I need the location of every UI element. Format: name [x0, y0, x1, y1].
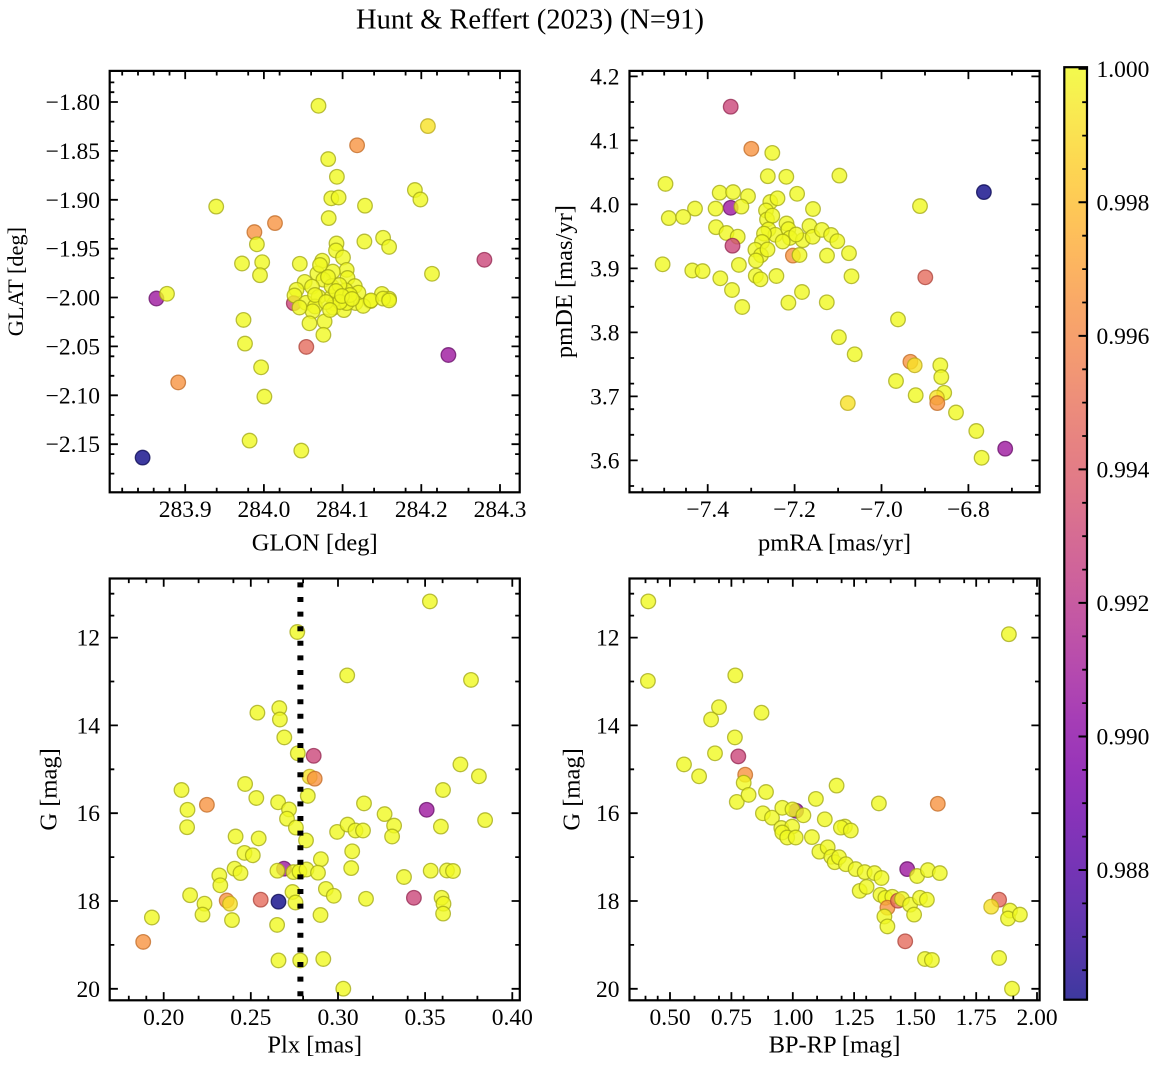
svg-text:Hunt & Reffert (2023) (N=91): Hunt & Reffert (2023) (N=91)	[356, 5, 704, 36]
svg-text:1.50: 1.50	[895, 1005, 936, 1031]
svg-text:pmDE [mas/yr]: pmDE [mas/yr]	[551, 205, 578, 358]
svg-text:G [mag]: G [mag]	[36, 748, 63, 830]
svg-text:18: 18	[596, 889, 620, 915]
svg-text:−7.0: −7.0	[860, 497, 903, 523]
svg-text:3.9: 3.9	[590, 256, 619, 282]
svg-text:284.0: 284.0	[237, 497, 290, 523]
svg-text:18: 18	[77, 889, 101, 915]
svg-text:4.2: 4.2	[590, 64, 619, 90]
svg-text:−2.05: −2.05	[46, 334, 100, 360]
svg-text:3.8: 3.8	[590, 320, 619, 346]
svg-text:0.988: 0.988	[1097, 858, 1150, 884]
svg-text:1.00: 1.00	[772, 1005, 813, 1031]
svg-text:−1.80: −1.80	[46, 90, 100, 116]
svg-text:283.9: 283.9	[159, 497, 212, 523]
svg-text:284.2: 284.2	[395, 497, 448, 523]
svg-text:1.75: 1.75	[956, 1005, 997, 1031]
svg-text:−1.95: −1.95	[46, 237, 100, 263]
svg-text:12: 12	[596, 626, 620, 652]
svg-text:−2.00: −2.00	[46, 286, 100, 312]
svg-text:G [mag]: G [mag]	[558, 748, 585, 830]
svg-text:−1.90: −1.90	[46, 188, 100, 214]
svg-text:2.00: 2.00	[1016, 1005, 1057, 1031]
svg-text:0.40: 0.40	[492, 1005, 533, 1031]
svg-text:16: 16	[77, 801, 101, 827]
svg-text:16: 16	[596, 801, 620, 827]
svg-text:1.000: 1.000	[1097, 57, 1150, 83]
svg-text:14: 14	[596, 713, 620, 739]
svg-text:pmRA [mas/yr]: pmRA [mas/yr]	[758, 530, 911, 557]
svg-text:4.1: 4.1	[590, 128, 619, 154]
svg-text:284.1: 284.1	[316, 497, 369, 523]
svg-text:Plx [mas]: Plx [mas]	[267, 1032, 362, 1059]
svg-text:0.994: 0.994	[1097, 457, 1150, 483]
svg-text:GLAT [deg]: GLAT [deg]	[3, 227, 28, 336]
svg-text:0.30: 0.30	[317, 1005, 358, 1031]
svg-text:0.20: 0.20	[143, 1005, 184, 1031]
svg-text:12: 12	[77, 626, 101, 652]
svg-text:3.6: 3.6	[590, 448, 620, 474]
svg-text:0.75: 0.75	[711, 1005, 752, 1031]
svg-text:20: 20	[77, 977, 101, 1003]
svg-text:0.25: 0.25	[230, 1005, 271, 1031]
svg-text:−6.8: −6.8	[947, 497, 990, 523]
svg-text:−7.2: −7.2	[773, 497, 816, 523]
svg-text:0.998: 0.998	[1097, 190, 1150, 216]
svg-text:0.996: 0.996	[1097, 324, 1150, 350]
svg-text:14: 14	[77, 713, 101, 739]
svg-text:GLON [deg]: GLON [deg]	[252, 530, 378, 557]
svg-text:−7.4: −7.4	[686, 497, 729, 523]
svg-text:−1.85: −1.85	[46, 139, 100, 165]
svg-text:1.25: 1.25	[834, 1005, 875, 1031]
svg-text:0.50: 0.50	[649, 1005, 690, 1031]
svg-text:−2.15: −2.15	[46, 432, 100, 458]
svg-text:20: 20	[596, 977, 620, 1003]
svg-text:3.7: 3.7	[590, 384, 620, 410]
svg-text:284.3: 284.3	[474, 497, 527, 523]
svg-text:0.992: 0.992	[1097, 591, 1150, 617]
svg-text:0.990: 0.990	[1097, 725, 1150, 751]
svg-text:−2.10: −2.10	[46, 383, 100, 409]
svg-text:BP-RP [mag]: BP-RP [mag]	[769, 1032, 901, 1059]
svg-text:4.0: 4.0	[590, 192, 619, 218]
svg-text:0.35: 0.35	[405, 1005, 446, 1031]
